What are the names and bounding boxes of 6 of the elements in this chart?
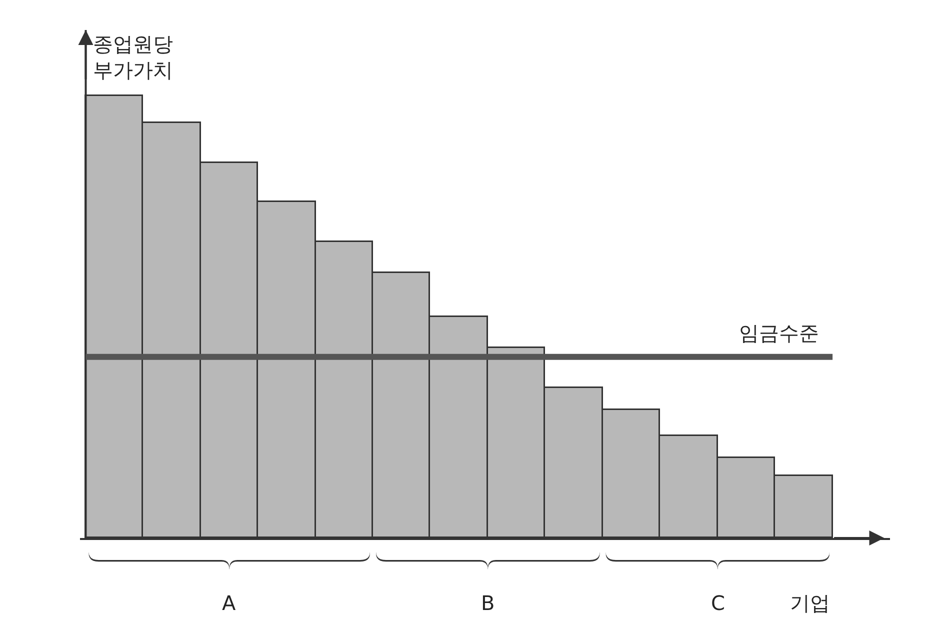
ref-line-label: 임금수준	[739, 321, 819, 345]
text: C	[711, 591, 725, 615]
x-axis-title: 기업	[790, 591, 830, 615]
text: A	[222, 591, 236, 615]
text: B	[481, 591, 495, 615]
y-axis-title: 종업원당 부가가치	[93, 32, 173, 82]
